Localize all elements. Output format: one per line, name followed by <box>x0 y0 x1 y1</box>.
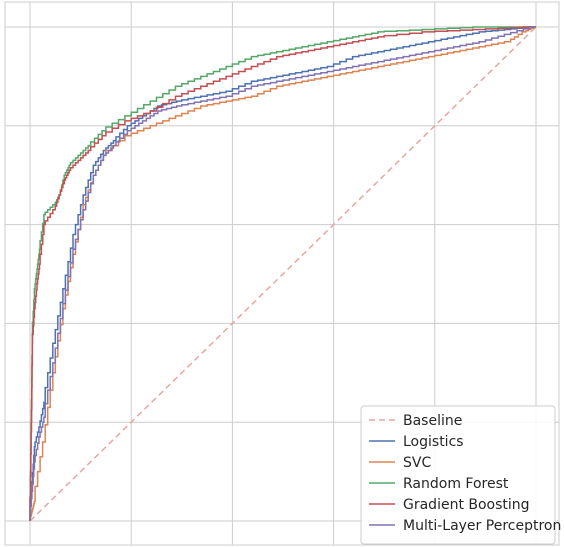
legend-label: Gradient Boosting <box>403 497 530 513</box>
grid <box>5 2 559 545</box>
legend-label: Random Forest <box>403 476 509 492</box>
series-line-gradient-boosting <box>29 26 536 521</box>
series-line-svc <box>29 26 536 521</box>
series-group <box>29 26 537 522</box>
series-line-multi-layer-perceptron <box>29 26 536 521</box>
legend: Baseline Logistics SVC Random Forest Gradien… <box>360 405 561 545</box>
series-line-baseline <box>29 26 537 522</box>
legend-label: Baseline <box>403 413 462 429</box>
legend-label: Multi-Layer Perceptron <box>403 518 561 534</box>
legend-box <box>360 405 556 545</box>
series-line-random-forest <box>29 26 536 521</box>
legend-label: Logistics <box>403 434 464 450</box>
legend-label: SVC <box>403 455 431 471</box>
series-line-logistics <box>29 26 536 521</box>
